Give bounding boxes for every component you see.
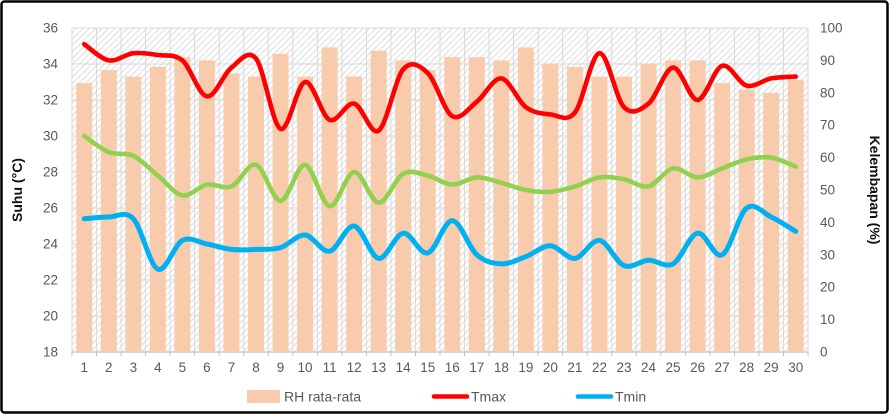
x-axis-tick-label: 29 [764,360,779,375]
right-axis-tick-label: 60 [820,150,835,165]
x-axis-tick-label: 16 [445,360,460,375]
x-axis-tick-label: 8 [252,360,260,375]
x-axis-tick-label: 13 [371,360,386,375]
rh-bar [787,79,804,352]
rh-bar [640,63,657,352]
rh-bar [493,60,510,353]
rh-bar [419,70,436,353]
x-axis-tick-label: 15 [420,360,435,375]
rh-bar [346,76,363,352]
rh-bar [297,76,314,352]
x-axis-tick-label: 18 [494,360,509,375]
x-axis-tick-label: 23 [616,360,631,375]
x-axis-tick-label: 25 [666,360,681,375]
x-axis-tick-label: 28 [739,360,754,375]
right-axis-tick-label: 30 [820,247,835,262]
rh-bars-series [76,47,804,353]
x-axis-tick-label: 19 [518,360,533,375]
right-axis-tick-label: 0 [820,345,828,360]
rh-bar [714,83,731,352]
right-axis-tick-label: 40 [820,215,835,230]
x-axis-tick-label: 24 [641,360,657,375]
green-unlabeled-line [81,133,799,209]
x-axis-tick-label: 5 [179,360,187,375]
legend: RH rata-rata Tmax Tmin [247,389,646,405]
right-axis-tick-label: 50 [820,183,835,198]
legend-label-rh-rata-rata: RH rata-rata [284,389,361,405]
x-axis-tick-label: 9 [277,360,285,375]
rh-bar [100,70,117,353]
left-axis-tick-label: 28 [43,165,58,180]
right-axis-tick-label: 80 [820,85,835,100]
rh-bar [248,76,264,352]
tmin-line [81,203,799,272]
x-axis-tick-label: 17 [469,360,484,375]
x-axis-tick-label: 21 [567,360,582,375]
x-axis-tick-label: 22 [592,360,607,375]
x-axis-tick-label: 30 [788,360,803,375]
x-axis-tick-label: 2 [105,360,113,375]
rh-bar [517,47,534,352]
x-axis-tick-label: 12 [347,360,362,375]
x-axis-tick-label: 4 [154,360,162,375]
rh-bar [665,60,682,353]
left-axis-title: Suhu (°C) [9,158,25,222]
left-axis-tick-label: 24 [43,237,59,252]
rh-bar [542,63,559,352]
x-axis-tick-label: 6 [203,360,211,375]
rh-bar [223,73,240,353]
right-axis-tick-label: 100 [820,21,843,36]
left-axis-tick-label: 34 [43,57,59,72]
left-axis-tick-label: 36 [43,21,58,36]
left-axis-tick-label: 30 [43,129,58,144]
left-axis-tick-label: 26 [43,201,58,216]
x-axis-tick-label: 3 [130,360,138,375]
rh-bar [198,60,215,353]
x-axis-tick-label: 20 [543,360,558,375]
legend-label-tmin: Tmin [615,389,646,405]
legend-swatch-rh-bar [247,390,280,403]
rh-bar [444,57,461,352]
x-axis-tick-label: 10 [298,360,313,375]
tmax-line [81,41,799,134]
x-axis-tick-label: 11 [323,360,337,375]
left-axis-tick-label: 22 [43,273,58,288]
rh-bar [738,89,755,352]
x-axis-tick-label: 14 [396,360,412,375]
x-axis-tick-label: 27 [715,360,730,375]
right-axis-tick-label: 10 [820,312,835,327]
rh-bar [689,60,706,353]
right-axis-title: Kelembapan (%) [867,136,883,245]
rh-bar [591,76,608,352]
rh-bar [566,66,583,352]
rh-bar [174,57,191,352]
rh-bar [395,60,412,353]
x-axis-tick-label: 26 [690,360,705,375]
rh-bar [125,76,142,352]
right-axis-tick-label: 20 [820,280,835,295]
rh-bar [468,57,485,352]
x-axis-tick-label: 1 [81,360,89,375]
legend-label-tmax: Tmax [471,389,506,405]
left-axis-tick-label: 20 [43,309,58,324]
rh-bar [321,47,338,352]
right-axis-tick-label: 90 [820,53,835,68]
left-axis-tick-label: 18 [43,345,58,360]
rh-bar [616,76,632,352]
rh-bar [149,66,166,352]
x-axis-tick-label: 7 [228,360,236,375]
right-axis-tick-label: 70 [820,118,835,133]
left-axis-tick-label: 32 [43,93,58,108]
